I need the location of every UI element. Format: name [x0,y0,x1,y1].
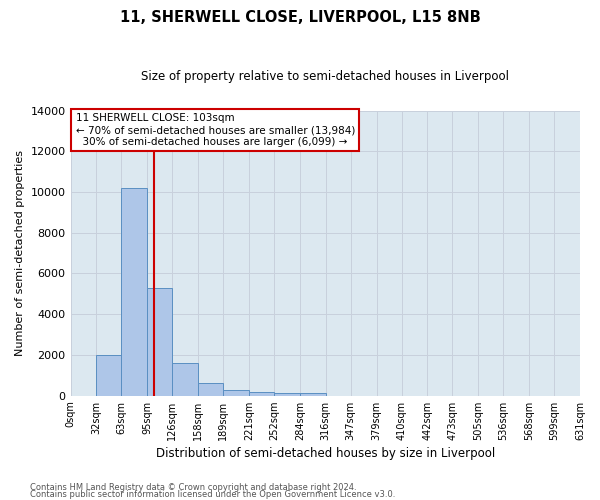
Y-axis label: Number of semi-detached properties: Number of semi-detached properties [15,150,25,356]
Bar [147,288,172,396]
Bar [223,390,249,396]
Text: 11 SHERWELL CLOSE: 103sqm
← 70% of semi-detached houses are smaller (13,984)
  3: 11 SHERWELL CLOSE: 103sqm ← 70% of semi-… [76,114,355,146]
Bar [172,363,198,396]
Text: Contains HM Land Registry data © Crown copyright and database right 2024.: Contains HM Land Registry data © Crown c… [30,484,356,492]
Text: Contains public sector information licensed under the Open Government Licence v3: Contains public sector information licen… [30,490,395,499]
Bar [249,392,274,396]
X-axis label: Distribution of semi-detached houses by size in Liverpool: Distribution of semi-detached houses by … [155,447,495,460]
Title: Size of property relative to semi-detached houses in Liverpool: Size of property relative to semi-detach… [141,70,509,83]
Bar [97,355,121,396]
Bar [274,393,300,396]
Bar [300,393,326,396]
Bar [121,188,147,396]
Bar [198,384,223,396]
Text: 11, SHERWELL CLOSE, LIVERPOOL, L15 8NB: 11, SHERWELL CLOSE, LIVERPOOL, L15 8NB [119,10,481,25]
